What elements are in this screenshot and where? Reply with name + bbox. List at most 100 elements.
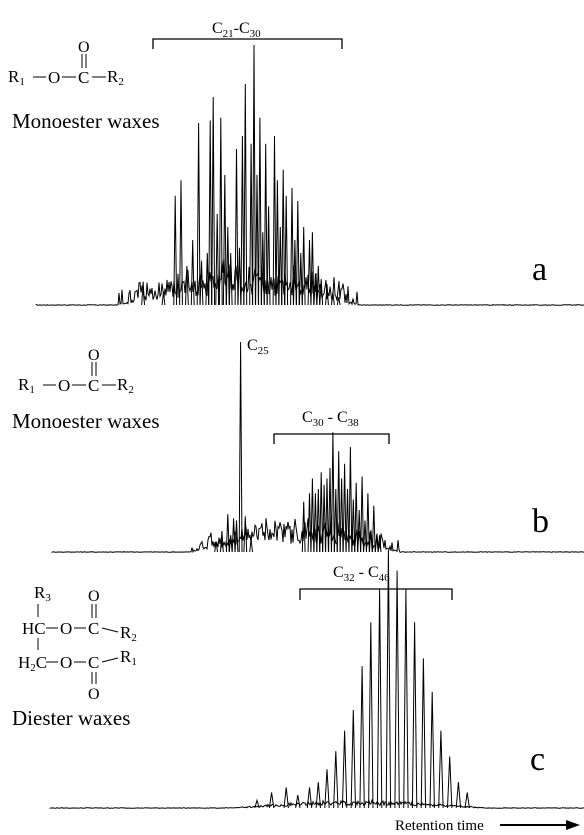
structure-o: O <box>48 68 60 87</box>
peak-label-c25: C25 <box>247 337 269 357</box>
peak-c-3 <box>295 795 301 809</box>
structure-c: C <box>78 68 89 87</box>
peak-a-24 <box>260 232 265 306</box>
peak-a-36 <box>301 226 306 306</box>
peak-a-12 <box>218 117 223 306</box>
panel-b: R1 O C O R2 Monoester waxes C30 - C38 C2… <box>12 337 584 554</box>
structure-c-lower: C <box>88 653 99 672</box>
peak-a-25 <box>263 143 268 306</box>
peak-a-6 <box>196 122 201 306</box>
peak-a-42 <box>325 284 329 306</box>
range-bracket-b <box>273 433 390 444</box>
peak-a-8 <box>205 252 210 306</box>
peak-c-7 <box>333 751 339 809</box>
structure-hc: HC <box>22 619 46 638</box>
peak-a-43 <box>331 291 335 306</box>
peak-c-16 <box>411 622 418 809</box>
peak-c-12 <box>376 588 383 809</box>
monoester-structure-a: R1 O C O R2 <box>8 39 124 88</box>
peak-b-3 <box>228 535 233 553</box>
peak-b-14 <box>319 472 324 553</box>
peak-b-2 <box>225 514 230 553</box>
peak-a-26 <box>266 206 271 306</box>
peak-a-20 <box>249 143 253 306</box>
structure-o-upper: O <box>60 619 72 638</box>
structure-carbonyl-o: O <box>88 347 100 364</box>
peak-b-26 <box>354 482 359 553</box>
peak-c-20 <box>447 756 453 809</box>
peak-a-21 <box>252 44 256 306</box>
peak-b-34 <box>377 535 382 553</box>
peak-a-23 <box>258 117 262 306</box>
peak-c-1 <box>268 792 275 809</box>
peak-b-30 <box>366 493 370 553</box>
peak-a-0 <box>141 281 145 306</box>
chromatogram-trace-a <box>35 257 584 306</box>
peak-a-40 <box>316 265 321 306</box>
peak-a-37 <box>307 239 312 306</box>
peak-a-1 <box>161 291 166 306</box>
x-axis-label-group: Retention time <box>395 818 580 834</box>
peak-b-1 <box>220 530 224 553</box>
monoester-structure-b: R1 O C O R2 <box>18 347 134 396</box>
peak-a-32 <box>290 187 294 306</box>
peak-a-14 <box>225 226 230 306</box>
peak-b-18 <box>331 432 335 553</box>
structure-r3: R3 <box>34 583 51 604</box>
peak-c-10 <box>359 666 365 809</box>
panel-label-a: a <box>532 251 547 288</box>
peak-a-33 <box>293 239 297 306</box>
peak-c-13 <box>385 549 392 809</box>
structure-r1: R1 <box>8 67 25 88</box>
peak-b-19 <box>333 488 338 553</box>
structure-r1: R1 <box>120 647 137 668</box>
structure-c: C <box>88 376 99 395</box>
peak-c-15 <box>403 588 409 809</box>
structure-r1: R1 <box>18 375 35 396</box>
peak-c-2 <box>283 787 289 809</box>
peak-b-9 <box>301 501 306 553</box>
class-label-c: Diester waxes <box>12 706 130 730</box>
peak-a-27 <box>272 135 277 306</box>
peak-a-30 <box>281 169 286 306</box>
range-bracket-a <box>152 38 343 49</box>
peak-b-27 <box>357 509 362 553</box>
class-label-b: Monoester waxes <box>12 409 160 433</box>
structure-r2: R2 <box>117 375 134 396</box>
peak-a-28 <box>275 180 280 306</box>
peak-b-23 <box>345 488 350 553</box>
peak-a-15 <box>228 252 233 306</box>
peak-c-0 <box>254 798 260 809</box>
peak-a-2 <box>173 195 178 306</box>
peak-a-4 <box>185 265 189 306</box>
peak-a-19 <box>243 83 248 306</box>
peak-b-22 <box>342 463 347 553</box>
peak-b-29 <box>363 520 367 553</box>
peak-b-33 <box>374 535 379 553</box>
peak-a-29 <box>278 226 283 306</box>
peak-a-16 <box>234 148 239 306</box>
peak-b-20 <box>336 451 341 553</box>
peak-a-13 <box>222 174 227 306</box>
structure-carbonyl-o-upper: O <box>88 588 100 605</box>
peak-c-19 <box>438 730 444 809</box>
peak-b-24 <box>348 446 353 553</box>
peak-b-17 <box>328 467 332 553</box>
peak-b-4 <box>231 518 236 553</box>
diester-structure-c: R3 HC O C O R2 H2C O C O R1 <box>18 583 137 703</box>
bond-c-r2-upper <box>101 627 119 633</box>
peak-b-0 <box>214 541 218 553</box>
peak-b-11 <box>310 478 315 553</box>
structure-c-upper: C <box>88 619 99 638</box>
peak-a-10 <box>211 96 216 306</box>
peaks-a <box>141 44 341 306</box>
peak-a-38 <box>310 232 315 306</box>
panel-label-c: c <box>530 741 545 778</box>
peak-c-14 <box>394 570 400 809</box>
peak-c-17 <box>420 658 427 809</box>
peak-b-7 <box>243 516 248 553</box>
peak-c-4 <box>306 787 313 809</box>
retention-arrow-head <box>566 820 580 830</box>
peaks-b <box>214 341 382 553</box>
peak-c-21 <box>455 782 462 809</box>
